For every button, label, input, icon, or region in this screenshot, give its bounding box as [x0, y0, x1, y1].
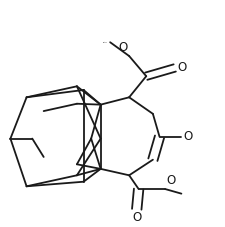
Text: methyl: methyl — [103, 42, 108, 43]
Text: O: O — [183, 130, 192, 143]
Text: O: O — [132, 211, 141, 224]
Text: O: O — [118, 41, 128, 54]
Text: O: O — [166, 174, 175, 187]
Text: O: O — [176, 62, 185, 74]
